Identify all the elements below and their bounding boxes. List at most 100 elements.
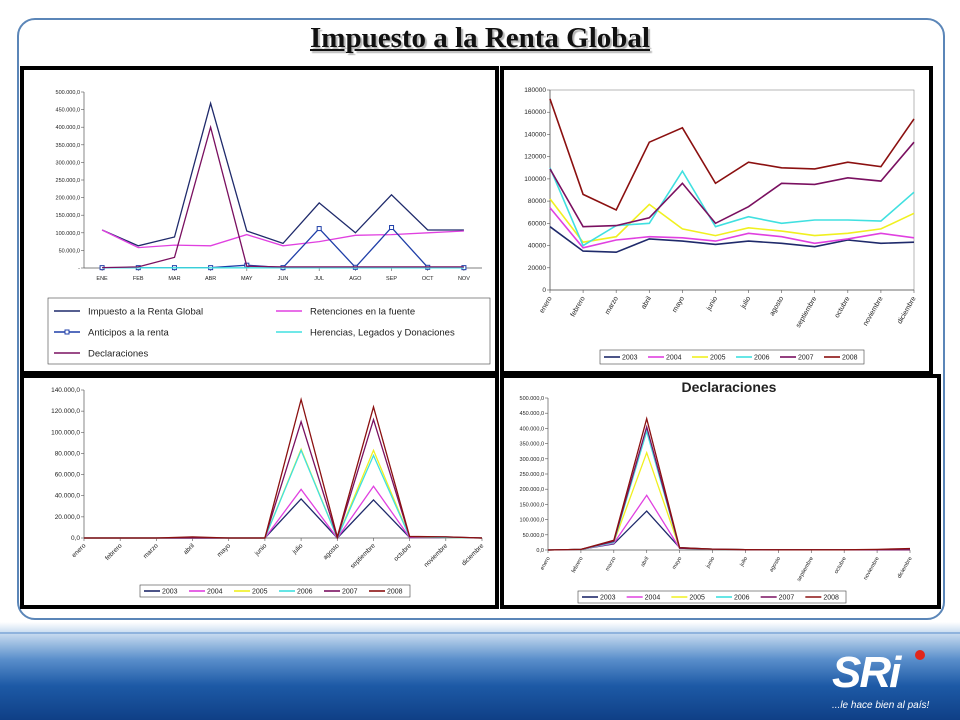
chart-svg: - 50.000,0 100.000,0 150.000,0 200.000,0 250.… [47, 90, 491, 365]
x-tick-label: octubre [393, 542, 414, 563]
y-tick-label: 120000 [524, 154, 546, 161]
legend-label: Declaraciones [88, 349, 148, 360]
y-tick-label: 80000 [528, 198, 546, 205]
chart-panel-anticipos: 0,0 20.000,0 40.000,0 60.000,0 80.000,0 100.0… [20, 374, 499, 609]
x-tick-label: noviembre [863, 556, 881, 581]
y-tick-label: 50.000,0 [523, 533, 544, 539]
x-tick-label: abril [640, 295, 653, 310]
y-tick-label: 100000 [524, 176, 546, 183]
x-tick-label: ABR [205, 276, 216, 282]
x-tick-label: FEB [133, 276, 144, 282]
y-tick-label: 40.000,0 [55, 493, 81, 500]
y-tick-label: 250.000,0 [56, 178, 80, 184]
series-line-0 [549, 226, 915, 254]
x-tick-label: ENE [96, 276, 108, 282]
series-line-4 [102, 124, 464, 269]
y-tick-label: 100.000,0 [56, 231, 80, 237]
x-tick-label: marzo [142, 542, 160, 560]
y-tick-label: 250.000,0 [520, 472, 544, 478]
series-line-0 [84, 497, 483, 539]
x-tick-label: agosto [322, 542, 341, 561]
legend-label: 2003 [162, 589, 178, 596]
y-tick-label: 140.000,0 [51, 387, 80, 394]
series-line-5 [547, 416, 911, 551]
series-line-2 [549, 198, 915, 244]
x-tick-label: marzo [604, 295, 620, 315]
series-line-5 [549, 98, 915, 212]
y-tick-label: 400.000,0 [56, 125, 80, 131]
y-tick-label: 100.000,0 [520, 518, 544, 524]
x-tick-label: JUL [314, 276, 324, 282]
y-tick-label: 300.000,0 [56, 160, 80, 166]
y-tick-label: 0 [542, 287, 546, 294]
x-tick-label: SEP [386, 276, 397, 282]
x-tick-label: marzo [605, 556, 618, 572]
series-line-1 [101, 229, 464, 249]
x-tick-label: mayo [671, 295, 686, 313]
series-line-4 [549, 141, 915, 228]
chart-panel-annual: 0 20000 40000 60000 80000 100000 120000 140000 1… [500, 66, 933, 375]
series-line-3 [84, 448, 483, 540]
x-tick-label: abril [640, 556, 650, 568]
legend-box [139, 584, 411, 598]
series-line-1 [547, 494, 910, 551]
legend-label: Herencias, Legados y Donaciones [310, 328, 455, 339]
y-tick-label: 450.000,0 [56, 108, 80, 114]
y-tick-label: 500.000,0 [56, 90, 80, 96]
x-tick-label: febrero [571, 556, 585, 574]
legend-label: 2006 [297, 589, 313, 596]
x-tick-label: enero [539, 295, 554, 314]
x-tick-label: junio [705, 556, 717, 570]
y-tick-label: 150.000,0 [520, 502, 544, 508]
x-tick-label: septiembre [795, 295, 818, 329]
x-tick-label: septiembre [349, 542, 377, 570]
y-tick-label: - [78, 266, 80, 272]
x-tick-label: junio [705, 295, 719, 312]
legend-label: 2004 [645, 595, 661, 602]
series-line-3 [547, 429, 910, 551]
x-tick-label: agosto [769, 295, 786, 317]
sri-logo: SRi [832, 648, 901, 697]
x-tick-label: JUN [278, 276, 289, 282]
series-line-4 [84, 417, 483, 541]
data-point [316, 226, 322, 232]
slide-title: Impuesto a la Renta Global [310, 22, 650, 54]
legend-label: 2007 [798, 355, 814, 362]
x-tick-label: septiembre [796, 556, 815, 583]
legend-label: 2004 [207, 589, 223, 596]
legend-label: 2006 [754, 355, 770, 362]
y-tick-label: 0,0 [536, 548, 544, 554]
chart-svg: 0,0 20.000,0 40.000,0 60.000,0 80.000,0 100.0… [51, 387, 486, 598]
x-tick-label: enero [71, 542, 88, 559]
x-tick-label: enero [539, 556, 551, 571]
chart-panel-declaraciones: Declaraciones 0,0 50.000,0 100.000,0 150.000… [500, 374, 941, 609]
x-tick-label: octubre [834, 556, 848, 575]
y-tick-label: 80.000,0 [55, 450, 81, 457]
legend-label: 2004 [666, 355, 682, 362]
series-line-4 [547, 424, 910, 551]
data-point [389, 225, 395, 231]
x-tick-label: julio [291, 542, 305, 556]
x-tick-label: agosto [769, 556, 782, 573]
x-tick-label: NOV [458, 276, 470, 282]
x-tick-label: noviembre [423, 542, 450, 569]
y-tick-label: 450.000,0 [520, 411, 544, 417]
footer-divider [0, 632, 960, 634]
x-tick-label: junio [253, 542, 269, 558]
x-tick-label: julio [739, 295, 752, 310]
y-tick-label: 200.000,0 [56, 196, 80, 202]
legend-box [599, 349, 865, 365]
legend-label: 2007 [342, 589, 358, 596]
x-tick-label: mayo [671, 556, 683, 571]
y-tick-label: 180000 [524, 87, 546, 94]
y-tick-label: 400.000,0 [520, 426, 544, 432]
legend-label: 2005 [689, 595, 705, 602]
legend-label: Retenciones en la fuente [310, 307, 415, 318]
chart-title: Declaraciones [682, 379, 777, 395]
legend-label: 2003 [622, 355, 638, 362]
legend-label: Anticipos a la renta [88, 328, 170, 339]
x-tick-label: diciembre [461, 542, 486, 567]
y-tick-label: 200.000,0 [520, 487, 544, 493]
y-tick-label: 40000 [528, 243, 546, 250]
series-line-1 [549, 207, 915, 249]
